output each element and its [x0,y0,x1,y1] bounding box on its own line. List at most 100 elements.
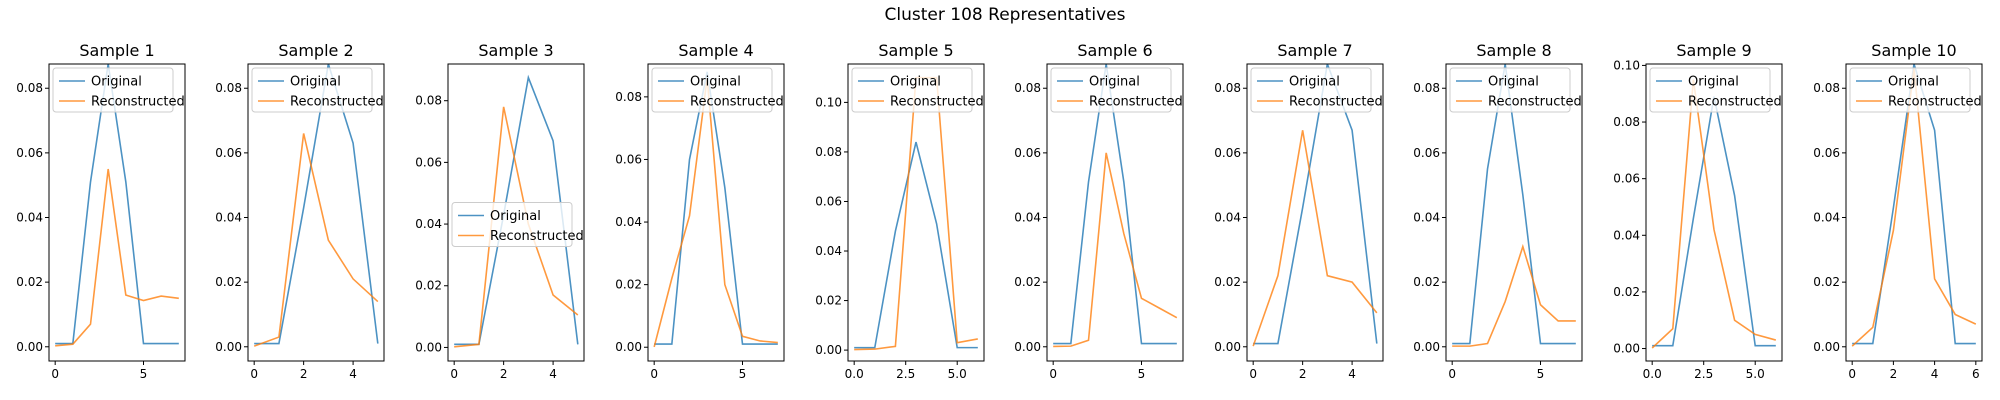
legend-label: Reconstructed [690,95,784,110]
y-tick-label: 0.00 [1014,340,1041,354]
y-tick-label: 0.02 [615,278,642,292]
x-tick-label: 4 [549,367,557,381]
y-tick-label: 0.02 [1413,275,1440,289]
y-tick-label: 0.00 [1413,340,1440,354]
x-tick-label: 5 [739,367,747,381]
legend-label: Reconstructed [890,95,984,110]
subplot-10: Sample 10 0 2 4 6 0.00 0.02 0.04 0.06 0.08 Origina… [1813,41,1983,381]
legend: Original Reconstructed [1050,67,1183,113]
y-tick-label: 0.00 [815,343,842,357]
legend: Original Reconstructed [1849,67,1982,113]
series-line-original [55,64,179,345]
subplot-title: Sample 9 [1676,41,1751,60]
y-tick-label: 0.08 [615,90,642,104]
y-tick-label: 0.06 [16,146,43,160]
series-line-reconstructed [454,106,579,348]
legend-label: Reconstructed [290,95,384,110]
legend-label: Reconstructed [1089,95,1183,110]
x-tick-label: 0 [51,367,59,381]
y-tick-label: 0.00 [1813,340,1840,354]
y-tick-label: 0.02 [1014,275,1041,289]
y-tick-label: 0.02 [815,294,842,308]
legend-label: Original [1488,75,1539,90]
axes-frame [247,63,385,362]
y-tick-label: 0.04 [1613,228,1640,242]
y-tick-label: 0.08 [215,81,242,95]
legend: Original Reconstructed [251,67,384,113]
y-tick-label: 0.08 [415,94,442,108]
subplot-2: Sample 2 0 2 4 0.00 0.02 0.04 0.06 0.08 Original R… [215,41,385,381]
series-line-reconstructed [1252,130,1378,347]
y-tick-label: 0.04 [615,215,642,229]
y-tick-label: 0.04 [415,217,442,231]
y-tick-label: 0.00 [615,340,642,354]
y-tick-label: 0.02 [1613,285,1640,299]
y-tick-label: 0.06 [1413,146,1440,160]
subplot-7: Sample 7 0 2 4 0.00 0.02 0.04 0.06 0.08 Original R… [1214,41,1384,381]
y-tick-label: 0.04 [215,211,242,225]
y-tick-label: 0.08 [1413,81,1440,95]
subplot-title: Sample 8 [1476,41,1551,60]
series-line-original [1452,64,1576,345]
y-tick-label: 0.00 [16,340,43,354]
subplot-3: Sample 3 0 2 4 0.00 0.02 0.04 0.06 0.08 Original R… [415,41,585,381]
subplot-6: Sample 6 0 5 0.00 0.02 0.04 0.06 0.08 Original Re… [1014,41,1184,381]
x-tick-label: 2 [300,367,308,381]
legend-label: Original [490,209,541,224]
y-tick-label: 0.02 [1214,275,1241,289]
y-tick-label: 0.08 [1813,81,1840,95]
y-tick-label: 0.02 [215,275,242,289]
x-tick-label: 5 [140,367,148,381]
y-tick-label: 0.06 [1214,146,1241,160]
y-tick-label: 0.00 [215,340,242,354]
x-tick-label: 0.0 [845,367,864,381]
legend-label: Original [1289,75,1340,90]
series-line-original [654,71,778,345]
y-tick-label: 0.06 [615,152,642,166]
y-tick-label: 0.04 [1214,211,1241,225]
y-tick-label: 0.00 [415,340,442,354]
axes-frame [1645,63,1783,362]
subplot-title: Sample 4 [678,41,753,60]
legend-label: Original [91,75,142,90]
x-tick-label: 4 [1348,367,1356,381]
axes-frame [447,63,585,362]
y-tick-label: 0.04 [815,244,842,258]
legend-label: Original [690,75,741,90]
x-tick-label: 0 [1249,367,1257,381]
axes-frame [1246,63,1384,362]
subplot-title: Sample 6 [1077,41,1152,60]
legend: Original Reconstructed [52,67,185,113]
subplot-title: Sample 10 [1871,41,1956,60]
y-tick-label: 0.02 [1813,275,1840,289]
x-tick-label: 0 [250,367,258,381]
subplot-title: Sample 1 [79,41,154,60]
series-line-reconstructed [55,168,179,347]
y-tick-label: 0.00 [1613,342,1640,356]
y-tick-label: 0.06 [215,146,242,160]
y-tick-label: 0.10 [815,95,842,109]
legend-label: Reconstructed [1888,95,1982,110]
subplot-title: Sample 7 [1277,41,1352,60]
series-line-reconstructed [1651,79,1777,349]
legend-label: Reconstructed [1688,95,1782,110]
series-line-reconstructed [854,76,978,351]
x-tick-label: 5.0 [1746,367,1765,381]
legend: Original Reconstructed [1449,67,1582,113]
axes-frame [1046,63,1184,362]
y-tick-label: 0.06 [1014,146,1041,160]
y-tick-label: 0.08 [1613,115,1640,129]
x-tick-label: 6 [1972,367,1980,381]
y-tick-label: 0.06 [1813,146,1840,160]
x-tick-label: 5 [1537,367,1545,381]
subplot-5: Sample 5 0.0 2.5 5.0 0.00 0.02 0.04 0.06 0.08 0.1… [815,41,985,381]
series-line-original [1852,64,1976,345]
series-line-original [1053,64,1177,345]
x-tick-label: 0 [650,367,658,381]
y-tick-label: 0.04 [1014,211,1041,225]
x-tick-label: 4 [349,367,357,381]
figure-suptitle: Cluster 108 Representatives [885,5,1126,25]
y-tick-label: 0.00 [1214,340,1241,354]
subplot-8: Sample 8 0 5 0.00 0.02 0.04 0.06 0.08 Original Re… [1413,41,1583,381]
legend-label: Reconstructed [91,95,185,110]
